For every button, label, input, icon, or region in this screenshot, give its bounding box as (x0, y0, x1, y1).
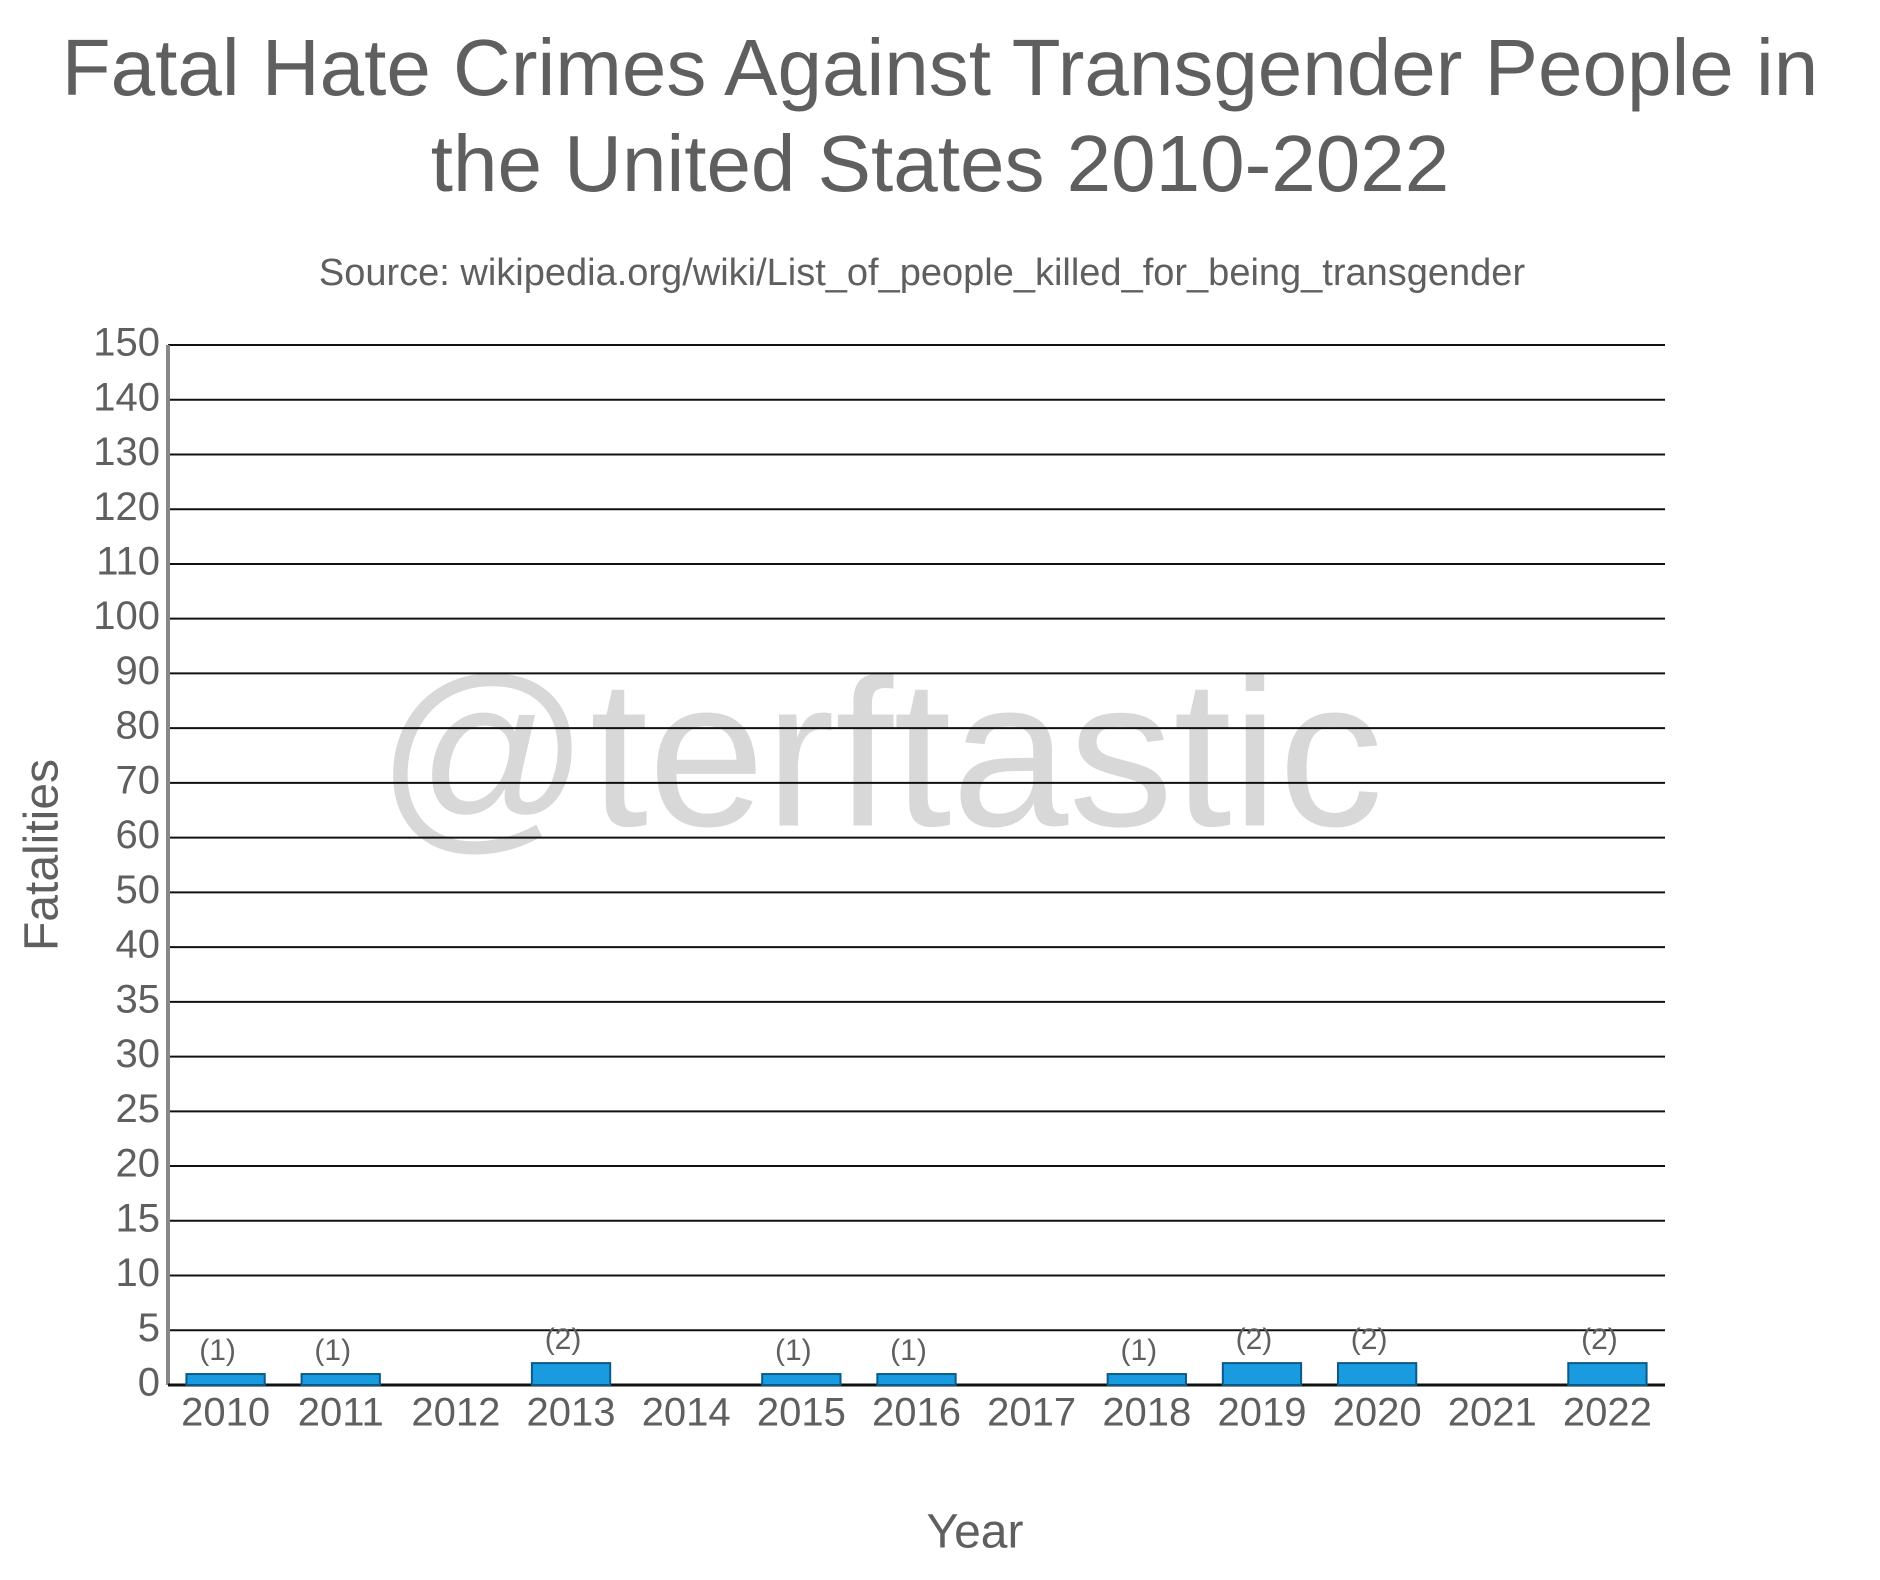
y-tick-label: 25 (116, 1087, 161, 1131)
x-tick-label: 2010 (181, 1391, 270, 1435)
y-tick-label: 140 (93, 375, 160, 419)
y-tick-label: 15 (116, 1196, 161, 1240)
bar (1106, 1373, 1187, 1386)
y-tick-label: 80 (116, 704, 161, 748)
subtitle: Source: wikipedia.org/wiki/List_of_peopl… (319, 252, 1526, 294)
y-tick-label: 110 (96, 540, 160, 584)
x-tick-label: 2019 (1217, 1391, 1306, 1435)
bar (1567, 1362, 1648, 1386)
bar (1336, 1362, 1418, 1386)
x-tick-label: 2021 (1448, 1391, 1537, 1435)
chart-title: Fatal Hate Crimes Against Transgender Pe… (61, 23, 1819, 208)
y-axis-label: Fatalities (16, 759, 69, 951)
y-tick-label: 10 (116, 1251, 161, 1295)
y-tick-label: 5 (138, 1306, 160, 1350)
y-tick-label: 20 (116, 1142, 161, 1186)
x-tick-label: 2018 (1102, 1391, 1191, 1435)
x-tick-label: 2014 (642, 1391, 731, 1435)
x-tick-label: 2017 (987, 1391, 1076, 1435)
y-tick-label: 70 (116, 758, 161, 802)
data-label: (1) (775, 1334, 812, 1367)
x-tick-label: 2016 (872, 1391, 961, 1435)
bar (185, 1373, 266, 1386)
data-label: (1) (314, 1334, 351, 1367)
data-label: (2) (1351, 1323, 1388, 1356)
bar (300, 1373, 381, 1386)
bar (761, 1373, 842, 1386)
x-axis-label: Year (927, 1506, 1024, 1559)
watermark: @terftastic (377, 635, 1384, 870)
data-label: (2) (1236, 1323, 1273, 1356)
y-tick-label: 0 (138, 1361, 160, 1405)
bar (1221, 1362, 1303, 1386)
y-tick-label: 150 (93, 321, 160, 365)
x-tick-label: 2020 (1333, 1391, 1422, 1435)
bar (530, 1362, 612, 1386)
y-tick-label: 90 (116, 649, 161, 693)
y-tick-label: 100 (93, 594, 160, 638)
data-label: (1) (199, 1334, 236, 1367)
data-label: (2) (545, 1323, 582, 1356)
x-tick-label: 2013 (527, 1391, 616, 1435)
data-label: (2) (1581, 1323, 1618, 1356)
x-tick-label: 2011 (298, 1391, 384, 1435)
data-label: (1) (890, 1334, 927, 1367)
data-label: (1) (1120, 1334, 1157, 1367)
bar (876, 1373, 957, 1386)
y-tick-label: 50 (116, 868, 161, 912)
x-tick-label: 2015 (757, 1391, 846, 1435)
y-tick-label: 30 (116, 1032, 161, 1076)
x-tick-label: 2022 (1563, 1391, 1652, 1435)
y-tick-label: 35 (116, 977, 161, 1021)
y-tick-label: 120 (93, 485, 160, 529)
y-tick-label: 130 (93, 430, 160, 474)
y-tick-label: 40 (116, 923, 161, 967)
x-tick-label: 2012 (411, 1391, 500, 1435)
y-tick-label: 60 (116, 813, 161, 857)
